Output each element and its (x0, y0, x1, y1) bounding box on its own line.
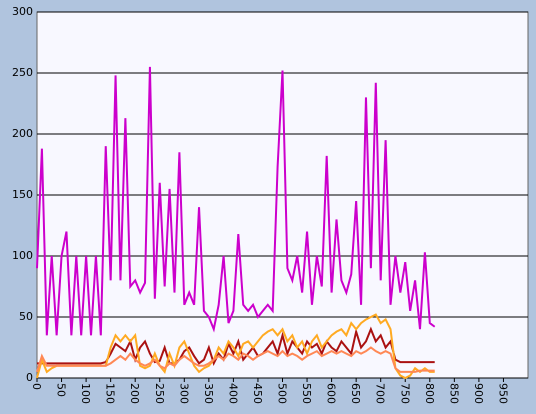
x-tick-label: 0 (30, 383, 43, 390)
x-tick-label: 250 (153, 383, 166, 404)
y-tick-label: 200 (12, 127, 33, 140)
x-tick-label: 750 (398, 383, 411, 404)
x-tick-label: 300 (177, 383, 190, 404)
y-tick-label: 100 (12, 249, 33, 262)
x-tick-label: 550 (300, 383, 313, 404)
y-tick-label: 50 (19, 310, 33, 323)
x-tick-label: 700 (374, 383, 387, 404)
x-tick-label: 50 (55, 383, 68, 397)
line-series (36, 66, 436, 336)
x-tick-label: 950 (496, 383, 509, 404)
y-tick-label: 150 (12, 188, 33, 201)
x-tick-label: 650 (349, 383, 362, 404)
x-tick-label: 850 (447, 383, 460, 404)
y-tick-label: 0 (26, 371, 33, 384)
x-tick-label: 100 (79, 383, 92, 404)
x-tick-label: 350 (202, 383, 215, 404)
x-tick-label: 150 (104, 383, 117, 404)
x-tick-label: 450 (251, 383, 264, 404)
x-tick-label: 800 (423, 383, 436, 404)
y-tick-label: 250 (12, 66, 33, 79)
x-tick-label: 900 (472, 383, 485, 404)
x-tick-label: 200 (128, 383, 141, 404)
x-tick-label: 500 (276, 383, 289, 404)
x-tick-label: 600 (325, 383, 338, 404)
y-tick-label: 300 (12, 5, 33, 18)
line-series (37, 326, 435, 367)
line-series (36, 346, 435, 373)
x-tick-label: 400 (226, 383, 239, 404)
